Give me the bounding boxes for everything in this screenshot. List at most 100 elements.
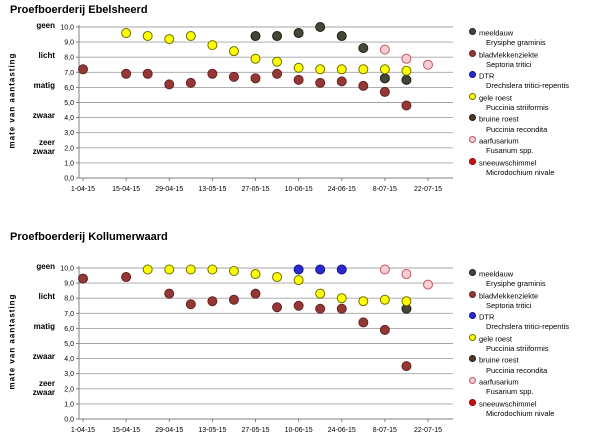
data-point (164, 288, 175, 299)
y-tick-label: 5,0 (64, 100, 74, 107)
severity-label: zwaar (32, 352, 55, 362)
data-point (250, 288, 261, 299)
legend-name: gele roest (479, 93, 512, 103)
data-point (293, 275, 304, 286)
x-tick-label: 22-07-15 (414, 186, 442, 193)
data-point (315, 288, 326, 299)
x-tick-label: 1-04-15 (71, 186, 95, 193)
bladvlekkenziekte-marker-icon (469, 49, 476, 57)
legend-latin-name: Puccinia striiformis (486, 103, 549, 113)
legend-item-gele-roest: gele roest Puccinia striiformis (469, 333, 600, 356)
gridlines (79, 267, 453, 405)
y-tick-label: 0,0 (64, 176, 74, 183)
chart-legend: meeldauw Erysiphe graminis bladvlekkenziek… (469, 269, 600, 420)
y-tick-label: 6,0 (64, 326, 74, 333)
series-bladvlekkenziekte (78, 64, 412, 111)
data-point (336, 303, 347, 314)
legend-name: bladvlekkenziekte (479, 291, 539, 301)
severity-label: licht (38, 50, 55, 60)
legend-name: sneeuwschimmel (479, 399, 537, 409)
legend-entry-line: DTR (469, 71, 600, 81)
data-point (121, 28, 132, 39)
data-point (185, 31, 196, 42)
data-point (379, 86, 390, 97)
legend-item-meeldauw: meeldauw Erysiphe graminis (469, 28, 600, 50)
legend-item-DTR: DTR Drechslera tritici-repentis (469, 312, 600, 334)
legend-latin-name: Erysiphe graminis (486, 279, 546, 289)
scatter-plot: 0,0 1,0 2,0 3,0 4,0 5,0 6,0 7,0 8,0 9,0 10,0 1-04-1… (60, 264, 453, 434)
data-point (185, 264, 196, 275)
data-point (293, 74, 304, 85)
x-tick-label: 10-06-15 (285, 427, 313, 434)
legend-entry-line: bladvlekkenziekte (469, 49, 600, 60)
gele-roest-marker-icon (469, 92, 476, 100)
data-point (379, 44, 390, 55)
series-gele-roest (142, 264, 412, 307)
data-point (272, 56, 283, 67)
x-tick-label: 13-05-15 (198, 427, 226, 434)
data-point (142, 68, 153, 79)
data-point (401, 269, 412, 280)
y-tick-label: 10,0 (60, 266, 74, 273)
legend-name: DTR (479, 312, 495, 322)
data-point (401, 53, 412, 64)
data-point (315, 264, 326, 275)
x-tick-label: 8-07-15 (373, 186, 397, 193)
y-tick-label: 4,0 (64, 356, 74, 363)
data-point (315, 77, 326, 88)
legend-item-DTR: DTR Drechslera tritici-repentis (469, 71, 600, 93)
legend-name: bruine roest (479, 114, 519, 124)
y-tick-label: 3,0 (64, 130, 74, 137)
data-point (336, 264, 347, 275)
data-point (228, 71, 239, 82)
x-tick-label: 15-04-15 (112, 427, 140, 434)
data-point (272, 31, 283, 42)
data-point (250, 269, 261, 280)
data-point (207, 40, 218, 51)
chart-title: Proefboerderij Kollumerwaard (10, 231, 168, 243)
y-tick-label: 2,0 (64, 386, 74, 393)
data-point (379, 64, 390, 75)
data-point (336, 293, 347, 304)
data-point (401, 100, 412, 111)
data-point (358, 80, 369, 91)
y-tick-label: 9,0 (64, 40, 74, 47)
data-point (164, 34, 175, 45)
legend-latin-name: Drechslera tritici-repentis (486, 81, 569, 91)
meeldauw-marker-icon (469, 269, 476, 276)
data-point (121, 272, 132, 283)
legend-latin-name: Erysiphe graminis (486, 38, 546, 48)
x-tick-labels: 1-04-15 15-04-15 29-04-15 13-05-15 27-05-15 1… (71, 419, 442, 434)
x-tick-label: 1-04-15 (71, 427, 95, 434)
series-bladvlekkenziekte (78, 272, 412, 372)
data-point (250, 73, 261, 84)
legend-name: sneeuwschimmel (479, 158, 537, 168)
chart-legend: meeldauw Erysiphe graminis bladvlekkenziek… (469, 28, 600, 179)
data-point (401, 65, 412, 76)
y-tick-label: 8,0 (64, 296, 74, 303)
legend-item-aarfusarium: aarfusarium Fusarium spp. (469, 376, 600, 399)
legend-name: aarfusarium (479, 136, 519, 146)
data-point (336, 31, 347, 42)
x-tick-label: 22-07-15 (414, 427, 442, 434)
legend-item-bruine-roest: bruine roest Puccinia recondita (469, 114, 600, 136)
legend-latin-name: Septoria tritici (486, 300, 532, 310)
data-point (185, 77, 196, 88)
data-point (207, 264, 218, 275)
bruine-roest-marker-icon (469, 114, 476, 122)
data-point (358, 43, 369, 54)
data-point (358, 317, 369, 328)
y-tick-label: 3,0 (64, 371, 74, 378)
legend-latin-name: Drechslera tritici-repentis (486, 322, 569, 332)
y-tick-label: 2,0 (64, 145, 74, 152)
gele-roest-marker-icon (469, 333, 476, 341)
series-aarfusarium (379, 44, 433, 70)
legend-item-sneeuwschimmel: sneeuwschimmel Microdochium nivale (469, 398, 600, 421)
data-point (293, 300, 304, 311)
x-tick-label: 24-06-15 (328, 186, 356, 193)
data-point (250, 31, 261, 42)
legend-name: meeldauw (479, 269, 514, 279)
meeldauw-marker-icon (469, 28, 476, 35)
legend-entry-line: gele roest (469, 333, 600, 344)
legend-entry-line: bruine roest (469, 355, 600, 365)
